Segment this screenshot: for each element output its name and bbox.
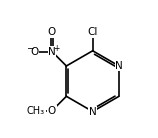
Text: O: O [48, 106, 56, 116]
Text: N: N [48, 47, 56, 57]
Text: CH₃: CH₃ [27, 106, 45, 116]
Text: −: − [26, 44, 34, 53]
Text: O: O [30, 47, 39, 57]
Text: N: N [89, 107, 97, 116]
Text: +: + [54, 44, 60, 53]
Text: O: O [48, 27, 56, 37]
Text: Cl: Cl [88, 27, 98, 37]
Text: N: N [115, 61, 123, 71]
